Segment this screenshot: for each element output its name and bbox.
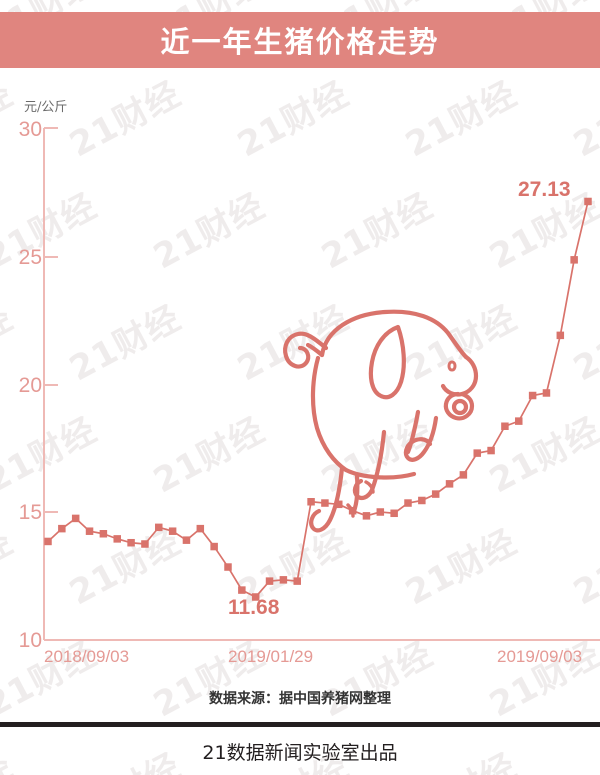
- data-point-marker: [390, 509, 398, 518]
- y-tick-label-15: 15: [18, 501, 42, 524]
- data-point-marker: [515, 417, 523, 425]
- data-point-marker: [196, 524, 205, 533]
- data-point-marker: [182, 536, 191, 544]
- data-point-marker: [542, 389, 551, 397]
- footer-producer-label: 21数据新闻实验室出品: [202, 742, 398, 764]
- x-tick-label-start: 2018/09/03: [44, 647, 130, 666]
- data-point-marker: [265, 577, 274, 585]
- data-point-marker: [459, 471, 468, 479]
- data-point-marker: [127, 538, 135, 547]
- data-point-marker: [404, 499, 412, 507]
- y-tick-label-10: 10: [18, 629, 42, 652]
- y-axis-unit-label: 元/公斤: [24, 100, 68, 115]
- data-point-marker: [279, 576, 288, 584]
- data-point-marker: [307, 498, 315, 506]
- page-title: 近一年生猪价格走势: [160, 25, 440, 59]
- data-point-marker: [168, 527, 177, 535]
- data-point-marker: [487, 446, 495, 455]
- x-tick-label-end: 2019/09/03: [497, 647, 583, 666]
- y-tick-label-30: 30: [18, 118, 42, 141]
- source-note: 数据来源：据中国养猪网整理: [209, 691, 391, 707]
- price-line-series: [47, 200, 589, 598]
- y-tick-label-20: 20: [18, 374, 42, 397]
- data-point-marker: [501, 422, 509, 430]
- data-point-marker: [362, 512, 371, 520]
- axis-lines: [43, 127, 600, 641]
- data-point-marker: [570, 256, 578, 264]
- data-point-marker: [58, 524, 66, 533]
- header-bar: 近一年生猪价格走势: [0, 12, 600, 68]
- data-point-marker: [584, 197, 592, 206]
- min-value-label: 11.68: [228, 596, 280, 619]
- data-point-marker: [348, 506, 357, 515]
- y-tick-label-25: 25: [18, 246, 42, 269]
- data-point-marker: [141, 540, 149, 548]
- data-point-marker: [473, 449, 481, 457]
- pig-illustration: [283, 309, 479, 533]
- data-point-marker: [99, 530, 108, 538]
- data-point-marker: [85, 527, 94, 535]
- data-point-marker: [556, 331, 565, 340]
- data-point-marker: [376, 508, 385, 516]
- data-point-marker: [71, 514, 80, 523]
- data-point-marker: [113, 535, 121, 543]
- data-point-marker: [238, 586, 246, 594]
- data-point-marker: [335, 500, 343, 509]
- data-point-marker: [431, 490, 440, 498]
- data-point-marker: [44, 537, 52, 546]
- data-point-marker: [445, 480, 454, 488]
- data-point-marker: [251, 593, 260, 601]
- data-point-marker: [321, 499, 329, 507]
- footer-divider: [0, 722, 600, 727]
- price-data-markers: [44, 197, 592, 601]
- data-point-marker: [224, 563, 232, 571]
- max-value-label: 27.13: [518, 178, 571, 201]
- data-point-marker: [418, 496, 426, 505]
- x-tick-label-middle: 2019/01/29: [228, 647, 314, 666]
- data-point-marker: [293, 577, 301, 585]
- data-point-marker: [155, 523, 163, 532]
- data-point-marker: [528, 391, 537, 400]
- data-point-marker: [210, 542, 218, 551]
